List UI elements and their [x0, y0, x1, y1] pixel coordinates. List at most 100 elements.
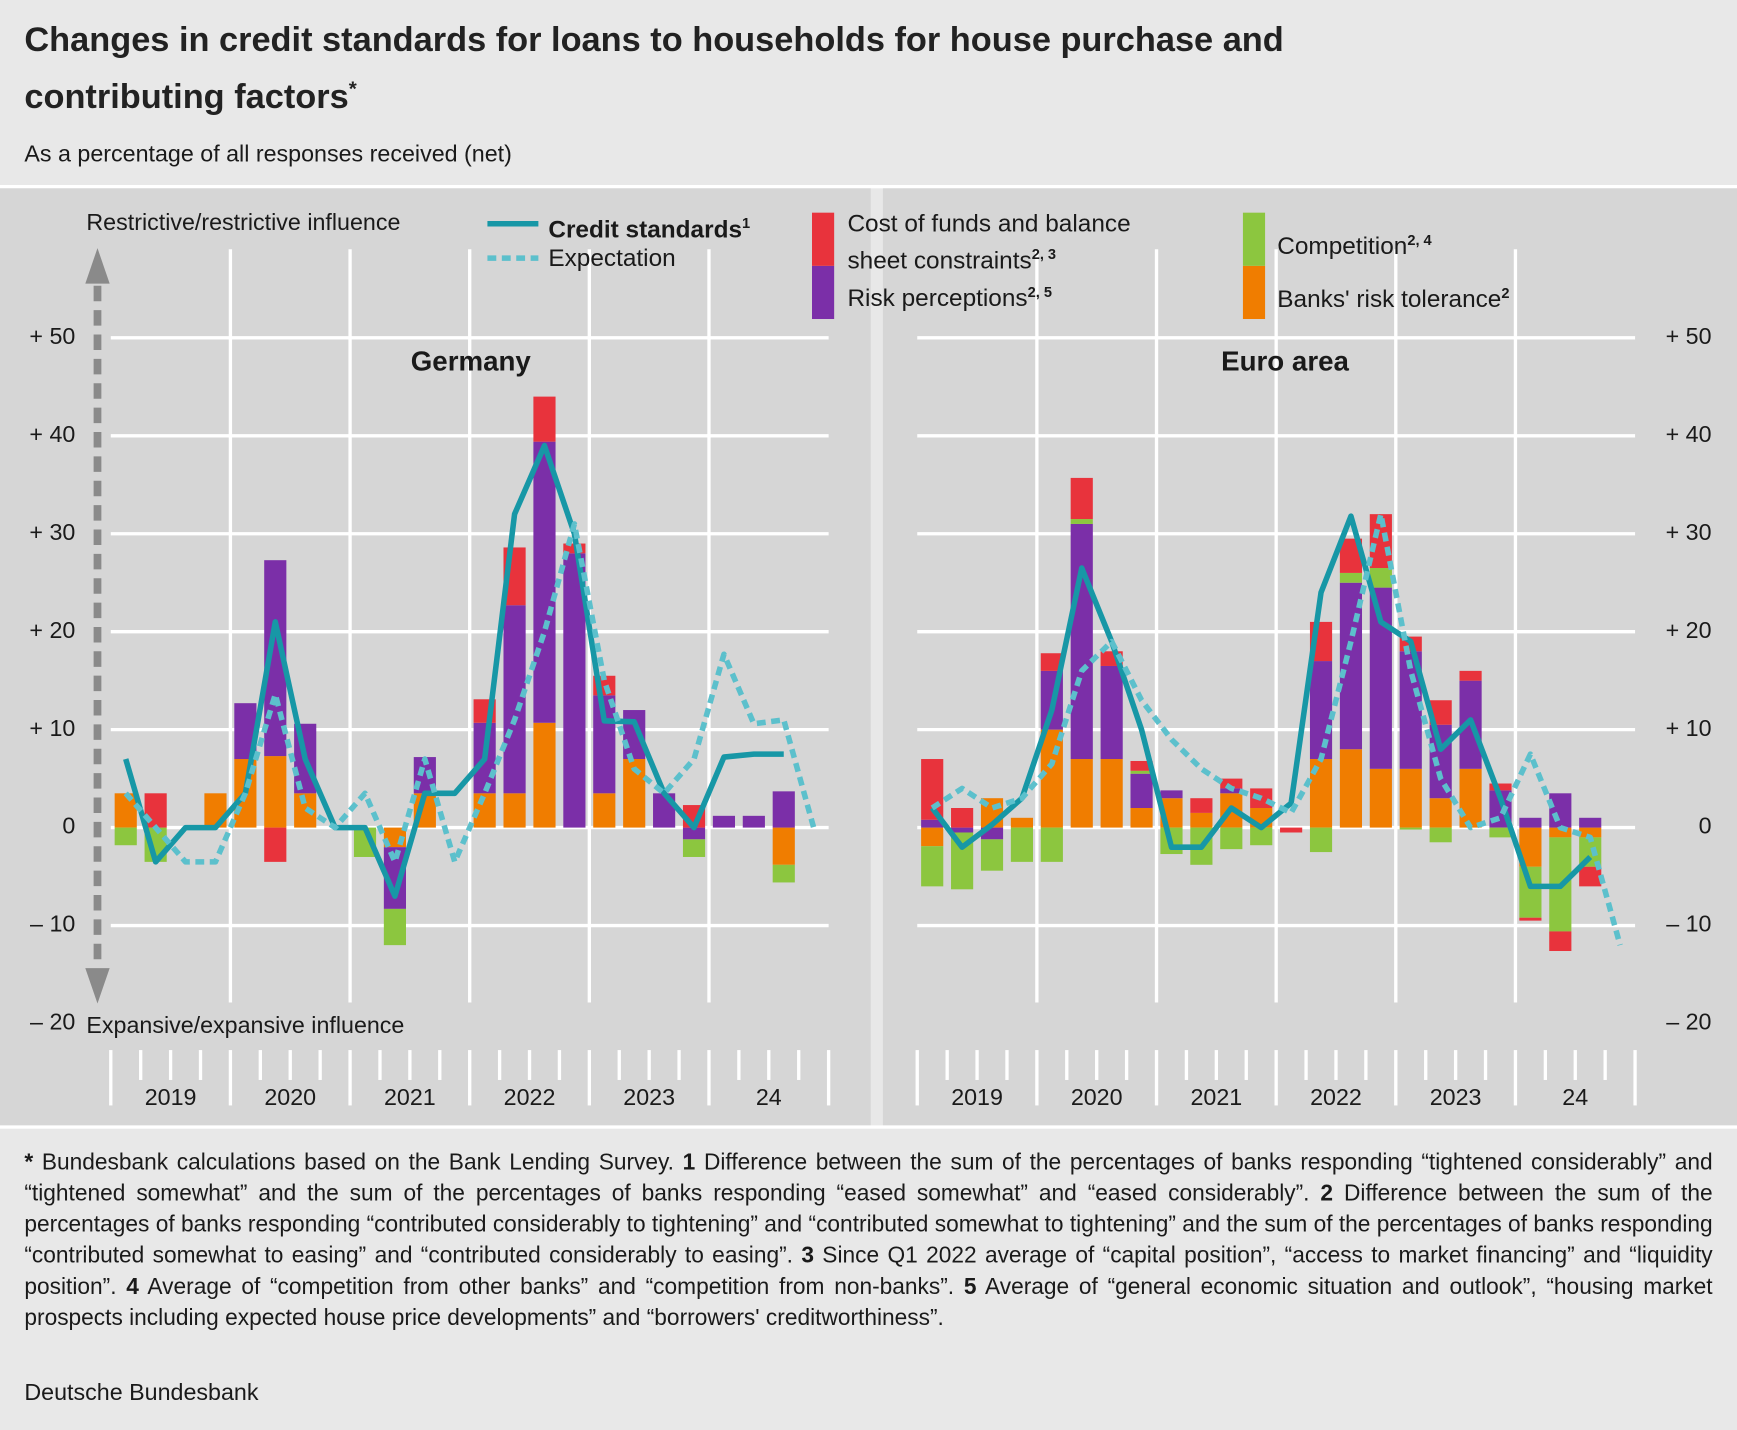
credit-line	[929, 513, 1593, 890]
bar-segment	[1070, 759, 1093, 828]
note-marker: 2	[1320, 1180, 1334, 1207]
bar-segment	[1489, 783, 1512, 791]
bar-segment	[1549, 931, 1572, 952]
bar-segment	[1250, 827, 1273, 846]
legend-label: Expectation	[548, 243, 676, 272]
bar-segment	[1190, 798, 1213, 813]
bar-segment	[1339, 582, 1363, 750]
x-group-label: 2019	[145, 1084, 197, 1110]
y-tick-label: – 20	[30, 1009, 75, 1035]
bar-segment	[1489, 827, 1512, 838]
legend-label: Competition	[1277, 231, 1408, 260]
panel-title: Euro area	[1221, 346, 1349, 377]
separator	[0, 1125, 1737, 1129]
legend-label: Cost of funds and balance sheet constrai…	[847, 209, 1131, 274]
bar-segment	[234, 703, 257, 760]
note-marker: 4	[126, 1273, 139, 1300]
bar-segment	[980, 839, 1004, 871]
bar-segment	[772, 864, 795, 883]
bar-segment	[682, 827, 706, 840]
bar-segment	[1010, 827, 1034, 862]
x-group-label: 24	[756, 1084, 782, 1110]
bar-segment	[772, 827, 795, 865]
annotation: Restrictive/restrictive influence	[86, 209, 400, 235]
note-marker: *	[24, 1149, 34, 1176]
bar-segment	[1579, 817, 1602, 828]
legend-footnote: 2, 4	[1407, 231, 1432, 249]
source: Deutsche Bundesbank	[24, 1380, 259, 1406]
x-group-label: 2019	[951, 1084, 1003, 1110]
bar-segment	[951, 827, 974, 833]
legend-entry: Competition2, 4	[1277, 225, 1431, 262]
x-group-label: 24	[1562, 1084, 1588, 1110]
bar-segment	[1280, 827, 1303, 833]
legend-label: Credit standards	[548, 215, 743, 243]
note-text: Average of “competition from other banks…	[147, 1273, 955, 1300]
bar-segment	[264, 560, 287, 757]
bar-segment	[1010, 817, 1034, 828]
y-tick-label: 0	[62, 813, 75, 839]
bar-segment	[712, 815, 736, 828]
title: Changes in credit standards for loans to…	[24, 16, 1409, 122]
note-text: Difference between the sum of the percen…	[24, 1149, 1713, 1207]
bar-segment	[921, 819, 944, 828]
bar-segment	[772, 791, 795, 828]
bar-segment	[1459, 768, 1482, 828]
bar-segment	[1100, 759, 1123, 828]
y-tick-label: + 40	[29, 421, 75, 447]
bar-segment	[1369, 587, 1392, 769]
title-note: *	[348, 76, 357, 100]
legend-swatch	[812, 265, 835, 320]
bar-segment	[1100, 665, 1123, 760]
legend-label: Banks' risk tolerance	[1277, 285, 1502, 313]
bar-segment	[1339, 749, 1363, 828]
bar-segment	[1339, 572, 1363, 583]
x-group-label: 2021	[1190, 1084, 1242, 1110]
bar-segment	[593, 793, 616, 828]
bar-segment	[1190, 812, 1213, 828]
bar-segment	[533, 441, 556, 723]
separator	[0, 184, 1737, 189]
y-tick-label: + 10	[29, 715, 75, 741]
bar-segment	[264, 827, 287, 862]
note-text: Bundesbank calculations based on the Ban…	[41, 1149, 674, 1176]
bar-segment	[1130, 760, 1153, 771]
arrow-head	[85, 248, 110, 284]
y-tick-label: – 10	[30, 911, 75, 937]
bar-segment	[1579, 866, 1602, 887]
footnotes: * Bundesbank calculations based on the B…	[24, 1148, 1712, 1334]
panel-title: Germany	[411, 346, 532, 377]
bar-segment	[742, 815, 765, 828]
bar-segment	[1070, 477, 1093, 520]
bar-segment	[383, 847, 407, 909]
bar-segment	[921, 827, 944, 847]
bar-segment	[951, 807, 974, 828]
grid	[109, 249, 1637, 1106]
note-text: Since Q1 2022 average of “capital positi…	[24, 1242, 1713, 1300]
legend-entry: Cost of funds and balance sheet constrai…	[847, 208, 1190, 276]
y-tick-label: + 30	[29, 519, 75, 545]
legend-swatch	[1242, 212, 1266, 266]
bar-segment	[1070, 519, 1093, 524]
y-tick-label: + 10	[1666, 715, 1712, 741]
legend-footnote: 1	[742, 214, 751, 232]
marks	[114, 396, 1623, 952]
bar-segment	[1519, 827, 1542, 867]
bar-segment	[951, 832, 974, 890]
bar-segment	[264, 756, 287, 828]
y-tick-label: + 40	[1666, 421, 1712, 447]
bar-segment	[1070, 523, 1093, 760]
bar-segment	[1549, 827, 1572, 838]
x-group-label: 2020	[264, 1084, 316, 1110]
note-text: Difference between the sum of the percen…	[24, 1180, 1713, 1269]
bar-segment	[1429, 827, 1452, 843]
x-group-label: 2022	[1310, 1084, 1362, 1110]
bar-segment	[533, 722, 556, 828]
bar-segment	[1160, 790, 1183, 799]
legend-entry: Credit standards1	[548, 208, 750, 245]
bar-segment	[1369, 568, 1392, 588]
bar-segment	[114, 793, 137, 828]
title-text: Changes in credit standards for loans to…	[24, 19, 1284, 116]
bar-segment	[682, 839, 706, 857]
